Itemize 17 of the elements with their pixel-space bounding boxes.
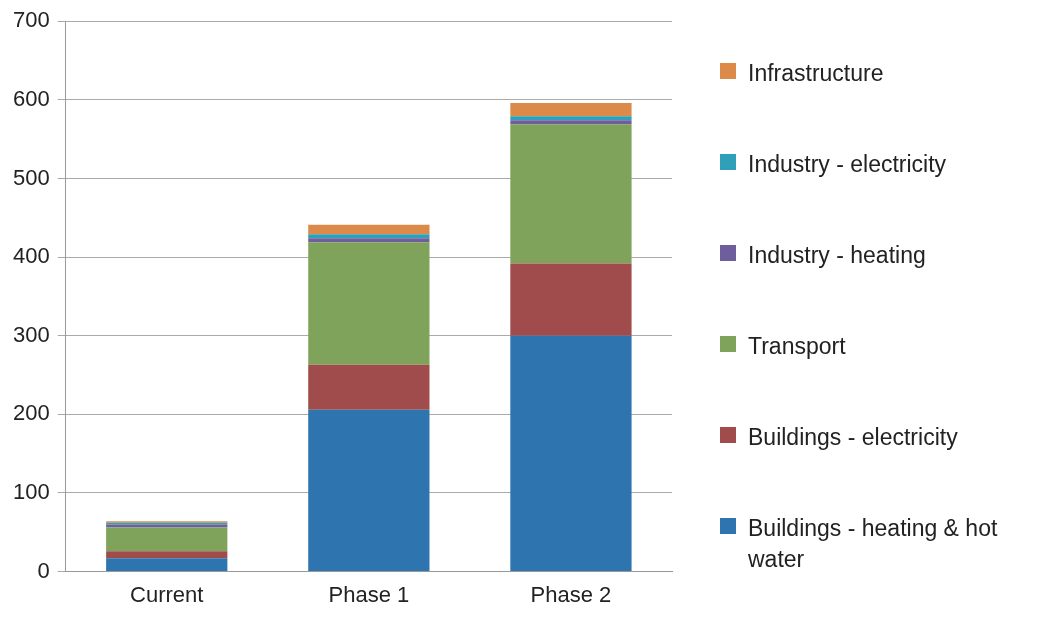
x-tick-label: Phase 1: [328, 581, 410, 607]
y-tick-label: 600: [12, 85, 50, 111]
x-tick-label: Phase 2: [530, 581, 612, 607]
legend-label: Transport: [748, 332, 846, 361]
y-tick-label: 100: [12, 479, 50, 505]
y-tick-label: 500: [12, 164, 50, 190]
legend-label: Industry - heating: [748, 241, 926, 270]
legend-label: Infrastructure: [748, 59, 884, 88]
legend-label: Buildings - heating & hot water: [748, 514, 999, 574]
y-tick-label: 0: [37, 557, 50, 583]
x-tick-label: Current: [130, 581, 204, 607]
y-tick-label: 700: [12, 7, 50, 33]
y-tick-label: 200: [12, 400, 50, 426]
legend-label: Industry - electricity: [748, 150, 947, 179]
legend-label: Buildings - electricity: [748, 423, 958, 452]
y-tick-label: 400: [12, 243, 50, 269]
y-tick-label: 300: [12, 321, 50, 347]
